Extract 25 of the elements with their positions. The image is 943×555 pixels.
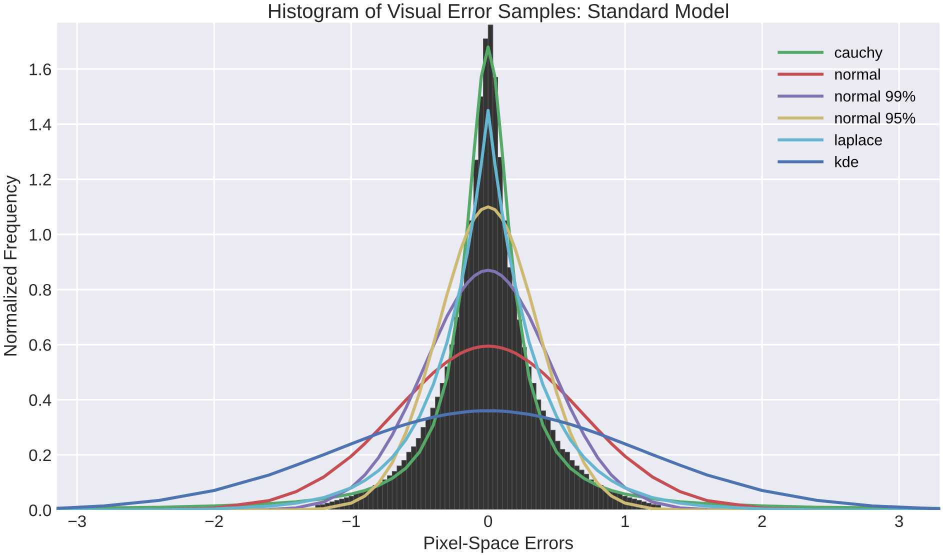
y-tick-label: 0.0 [29, 504, 52, 516]
x-axis-title: Pixel-Space Errors [424, 536, 573, 553]
chart-title: Histogram of Visual Error Samples: Standard Model [269, 3, 728, 22]
legend-label: normal 95% [835, 112, 916, 124]
legend-label: normal 99% [835, 90, 916, 102]
legend-label: kde [835, 156, 858, 168]
y-tick-label: 0.2 [29, 449, 51, 462]
x-tick-label: 1 [622, 516, 629, 527]
x-tick-label: 0 [484, 515, 492, 528]
x-tick-label: 3 [895, 515, 903, 528]
y-tick-label: 1.0 [30, 228, 52, 241]
y-tick-label: 1.2 [30, 174, 51, 186]
y-tick-label: 0.4 [29, 394, 52, 406]
y-tick-label: 0.6 [29, 339, 51, 351]
y-tick-label: 1.4 [30, 118, 52, 130]
y-tick-label: 1.6 [30, 63, 51, 76]
x-tick-label: 2 [758, 515, 766, 527]
legend-label: normal [835, 68, 880, 80]
legend-label: laplace [835, 134, 882, 148]
x-tick-label: −2 [205, 515, 223, 527]
x-tick-label: −3 [68, 515, 86, 528]
y-tick-label: 0.8 [29, 284, 51, 296]
x-tick-label: −1 [342, 516, 360, 527]
y-axis-title: Normalized Frequency [3, 175, 20, 356]
legend-label: cauchy [834, 46, 883, 61]
